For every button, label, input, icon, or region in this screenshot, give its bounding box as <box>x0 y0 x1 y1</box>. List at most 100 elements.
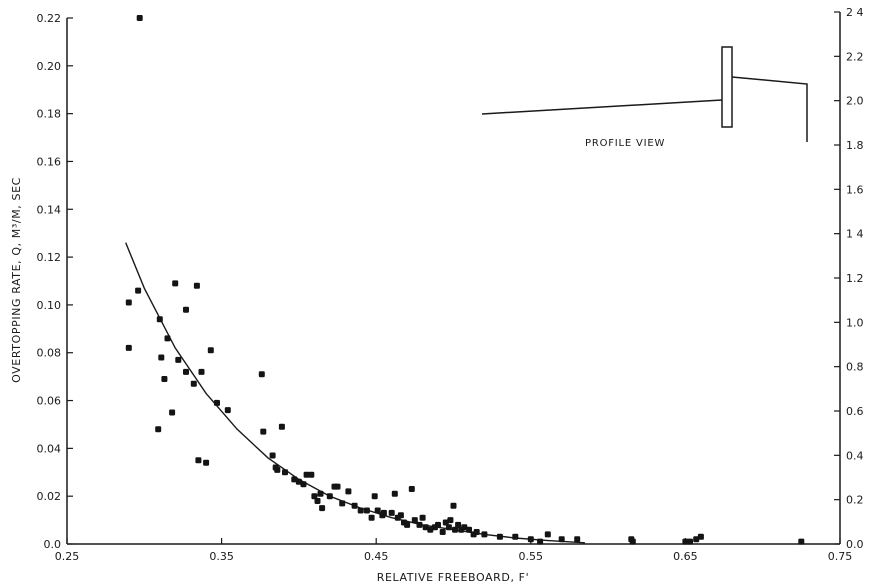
data-point <box>125 299 132 306</box>
data-point <box>169 409 176 416</box>
y-tick-label: 0.0 <box>44 538 62 551</box>
data-point <box>314 498 321 504</box>
data-point <box>339 500 346 507</box>
data-point <box>450 502 457 509</box>
data-point <box>161 376 168 382</box>
data-point <box>419 514 426 521</box>
data-point <box>693 536 700 543</box>
x-tick-label: 0.65 <box>673 550 698 563</box>
y-tick-label: 0.10 <box>37 299 62 312</box>
x-axis-title: RELATIVE FREEBOARD, F' <box>377 571 529 584</box>
data-point <box>317 490 324 497</box>
y-tick-label: 0.04 <box>37 442 62 455</box>
y-tick-label: 0.22 <box>37 12 62 25</box>
data-point <box>558 536 565 543</box>
y-ticks-right: 0.0 0.2 0.4 0.6 0.8 1.0 1.2 1 4 1.6 1.8 2.0 2.2 2 4 <box>834 6 864 551</box>
data-point <box>357 507 364 514</box>
data-point <box>416 521 423 528</box>
data-point <box>164 335 171 342</box>
data-point <box>363 507 370 514</box>
data-point <box>422 524 429 531</box>
data-point <box>388 509 395 516</box>
data-point <box>155 426 162 433</box>
x-ticks: 0.25 0.35 0.45 0.55 0.65 0.75 <box>55 538 853 563</box>
data-point <box>156 316 163 323</box>
data-point <box>135 287 142 294</box>
y2-tick-label: 0.0 <box>846 538 864 551</box>
profile-view-label: PROFILE VIEW <box>585 138 665 149</box>
data-point <box>158 354 165 361</box>
y2-tick-label: 2.0 <box>846 95 864 108</box>
data-point <box>537 538 544 545</box>
data-point <box>371 493 378 500</box>
data-point <box>798 538 805 545</box>
data-point <box>183 306 189 313</box>
data-point <box>125 344 132 351</box>
data-point <box>368 514 375 521</box>
x-tick-label: 0.25 <box>55 550 80 563</box>
data-point <box>445 524 452 531</box>
y-tick-label: 0.12 <box>37 251 62 264</box>
y-axis-title: OVERTOPPING RATE, Q, M³/M, SEC <box>10 177 23 383</box>
data-point <box>697 533 704 540</box>
data-point <box>466 526 472 533</box>
data-point <box>452 526 458 533</box>
data-point <box>404 521 411 528</box>
data-point <box>326 493 333 500</box>
data-point <box>291 476 298 483</box>
x-tick-label: 0.75 <box>828 550 853 563</box>
y2-tick-label: 1.8 <box>846 139 864 152</box>
data-point <box>274 466 281 473</box>
data-point <box>629 538 636 545</box>
data-point <box>439 529 446 535</box>
y2-tick-label: 0.2 <box>846 494 864 507</box>
data-point <box>455 521 462 528</box>
data-point <box>512 533 519 540</box>
data-point <box>258 371 265 378</box>
data-point <box>496 533 503 540</box>
data-point <box>183 368 189 375</box>
y2-tick-label: 0.4 <box>846 449 864 462</box>
x-tick-label: 0.55 <box>519 550 544 563</box>
profile-wall <box>721 46 733 128</box>
data-point <box>198 368 205 375</box>
x-tick-label: 0.35 <box>209 550 234 563</box>
y-tick-label: 0.20 <box>37 60 62 73</box>
data-point <box>345 488 352 495</box>
data-point <box>282 469 288 476</box>
y-tick-label: 0.14 <box>37 203 62 216</box>
data-point <box>295 478 302 485</box>
data-point <box>172 280 179 287</box>
data-point <box>461 524 468 531</box>
y2-tick-label: 2.2 <box>846 50 864 63</box>
y-tick-label: 0.18 <box>37 108 62 121</box>
y-ticks-left: 0.0 0.02 0.04 0.06 0.08 0.10 0.12 0.14 0.16 0.18 0… <box>37 12 73 551</box>
plot-frame <box>66 12 841 545</box>
data-point <box>203 459 210 466</box>
data-point <box>224 407 231 414</box>
data-point <box>397 512 404 519</box>
data-point <box>442 519 449 526</box>
y2-tick-label: 1 4 <box>846 228 864 241</box>
data-point <box>190 380 197 387</box>
data-point <box>303 471 310 478</box>
data-point <box>175 356 182 363</box>
y-tick-label: 0.06 <box>37 395 62 408</box>
data-point <box>319 505 326 512</box>
data-point <box>269 452 276 459</box>
data-point <box>447 517 454 524</box>
data-point <box>574 536 581 543</box>
data-point <box>473 529 480 535</box>
data-point <box>207 347 214 354</box>
data-point <box>544 531 551 538</box>
data-point <box>193 282 200 289</box>
y2-tick-label: 0.8 <box>846 361 864 374</box>
y-tick-label: 0.08 <box>37 347 62 360</box>
data-point <box>687 538 693 545</box>
data-point <box>435 521 441 528</box>
profile-slope-line <box>481 99 723 115</box>
data-point <box>260 428 267 435</box>
data-point <box>527 536 534 543</box>
data-point <box>380 509 387 516</box>
